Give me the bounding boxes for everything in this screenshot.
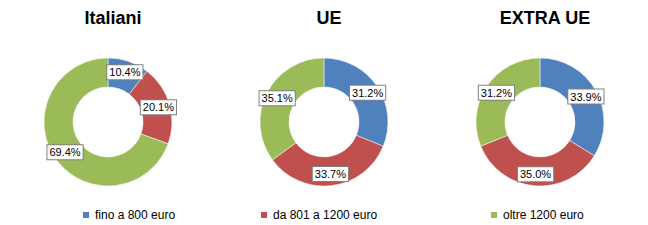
svg-text:33.9%: 33.9%	[570, 91, 601, 103]
svg-text:da 801 a 1200 euro: da 801 a 1200 euro	[273, 208, 377, 222]
svg-text:Italiani: Italiani	[84, 8, 141, 28]
svg-text:35.1%: 35.1%	[262, 92, 293, 104]
svg-text:69.4%: 69.4%	[49, 146, 80, 158]
svg-text:UE: UE	[316, 8, 341, 28]
svg-text:fino a 800 euro: fino a 800 euro	[95, 208, 175, 222]
svg-text:31.2%: 31.2%	[352, 87, 383, 99]
svg-text:oltre 1200 euro: oltre 1200 euro	[503, 208, 584, 222]
svg-text:10.4%: 10.4%	[109, 66, 140, 78]
svg-text:20.1%: 20.1%	[143, 101, 174, 113]
svg-text:33.7%: 33.7%	[315, 168, 346, 180]
svg-text:EXTRA UE: EXTRA UE	[500, 8, 590, 28]
svg-text:35.0%: 35.0%	[520, 168, 551, 180]
svg-text:31.2%: 31.2%	[481, 87, 512, 99]
